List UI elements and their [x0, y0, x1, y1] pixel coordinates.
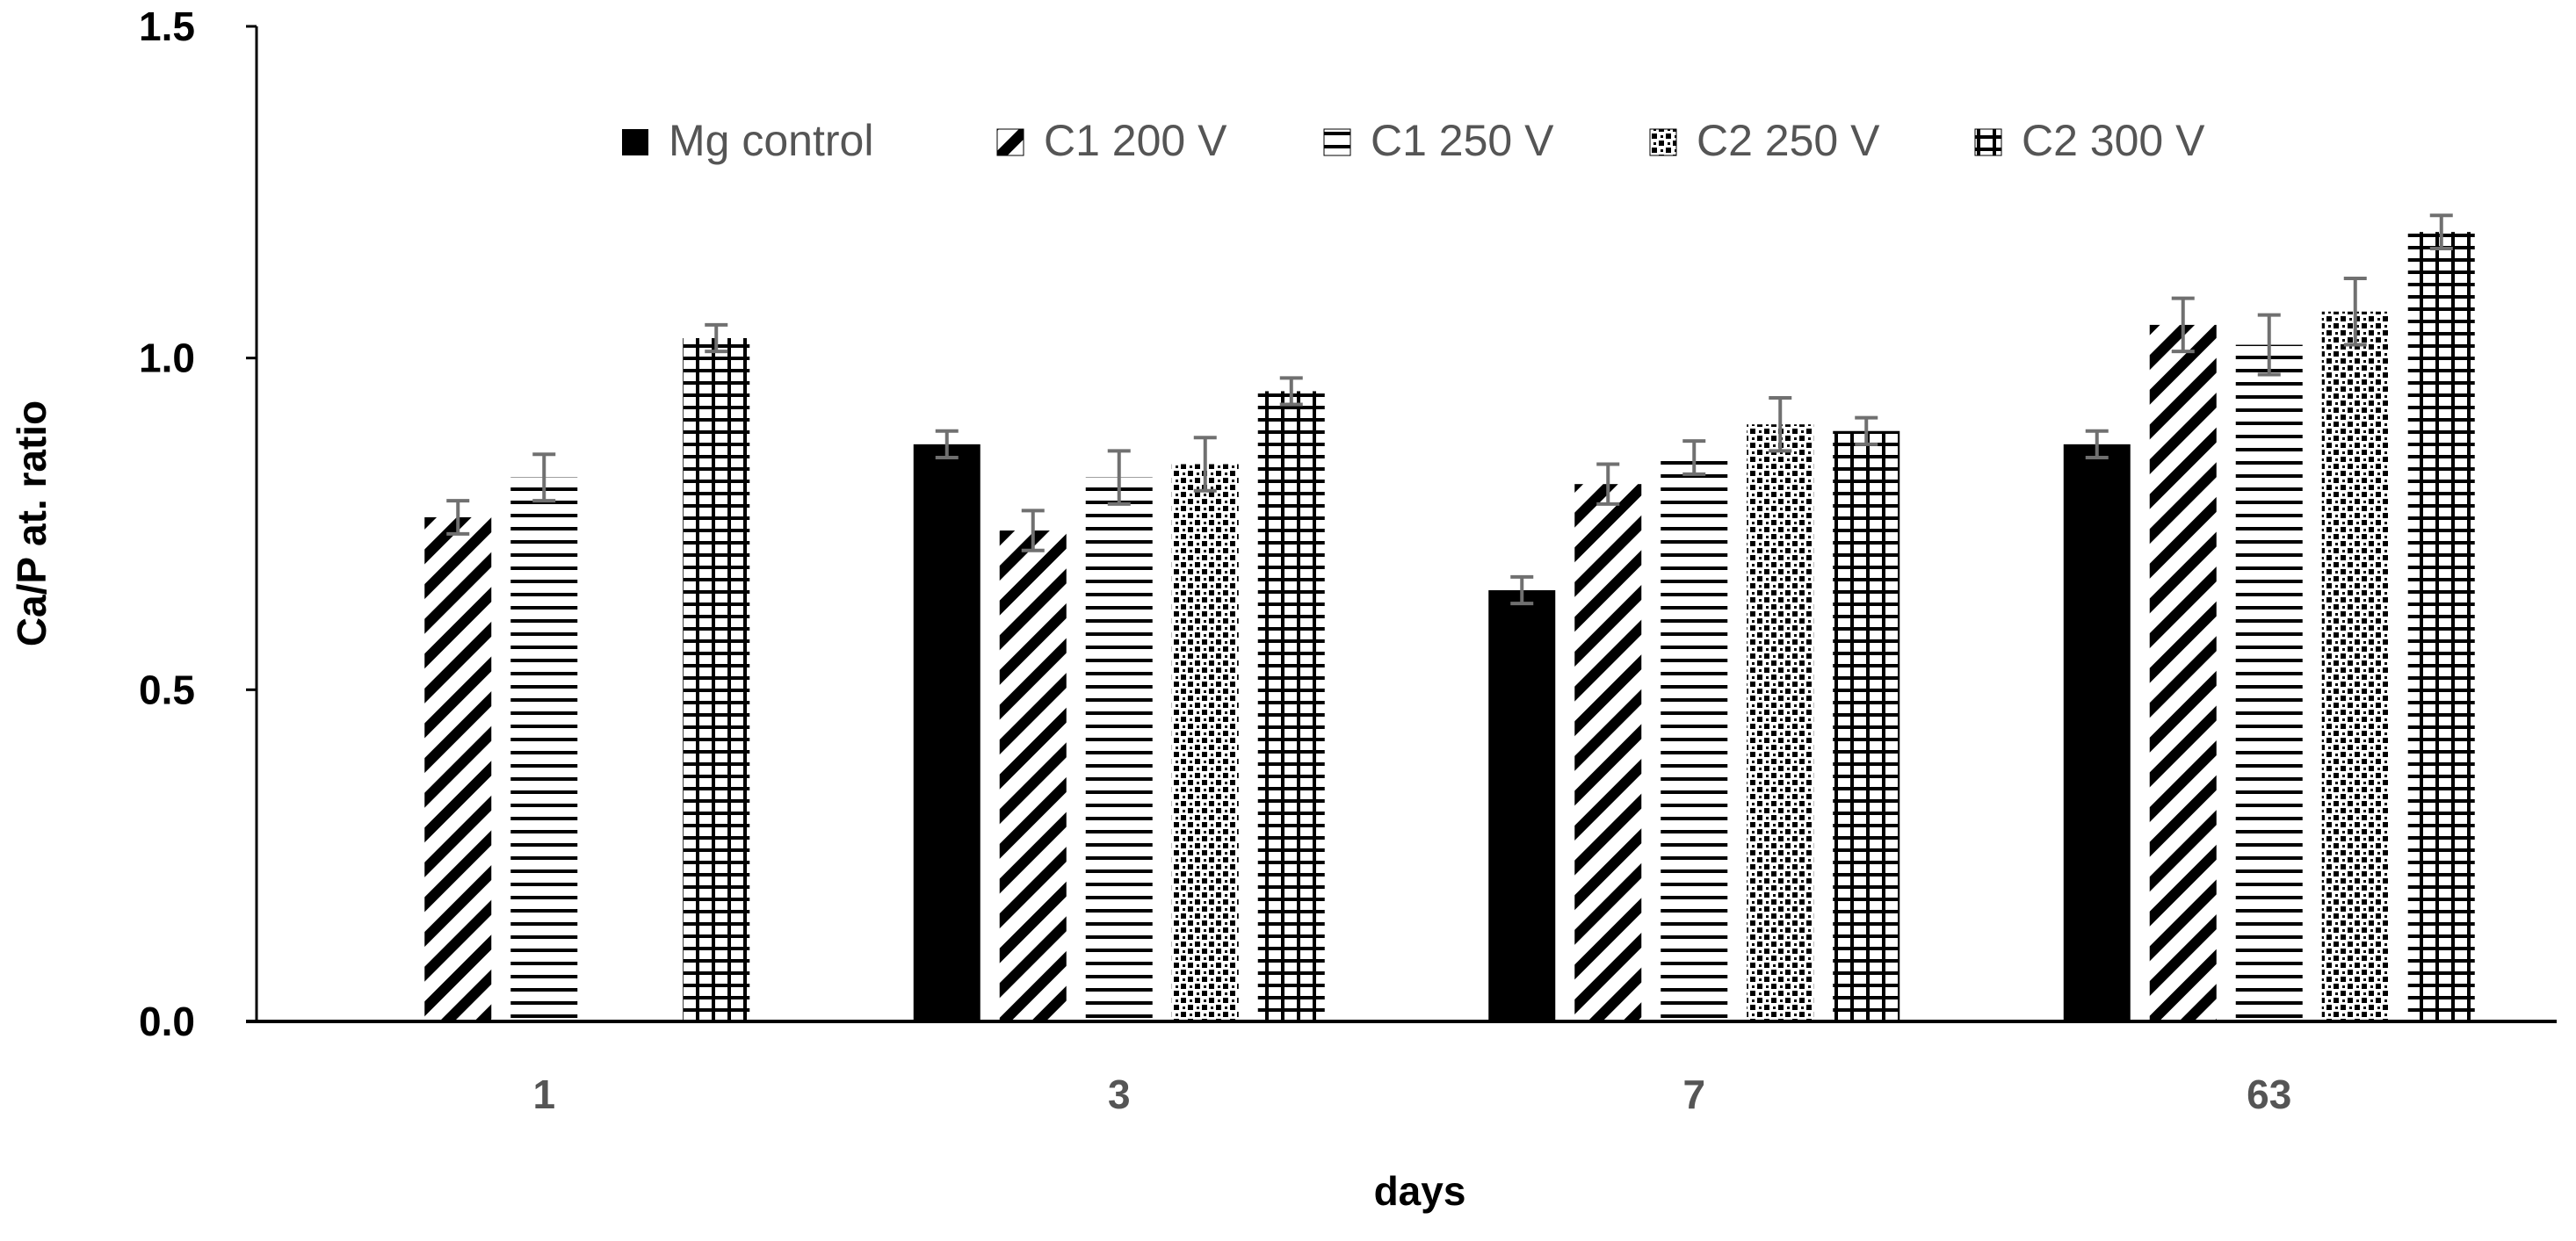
- y-tick-label: 0.0: [139, 999, 195, 1044]
- legend-item: Mg control: [622, 116, 873, 165]
- axes: 0.0 0.5 1.0 1.5 1 3 7 63: [139, 4, 2557, 1117]
- y-tick-label: 1.0: [139, 336, 195, 381]
- error-bar: [1682, 439, 1706, 476]
- error-bar: [705, 322, 728, 354]
- error-bar: [2429, 213, 2453, 251]
- x-tick-label: 3: [1108, 1071, 1131, 1117]
- bar: [2149, 324, 2217, 1021]
- x-axis-title: days: [1374, 1168, 1466, 1214]
- error-bar: [935, 429, 959, 459]
- error-bar: [2257, 313, 2281, 377]
- error-bar: [1769, 395, 1792, 453]
- legend-item: C1 200 V: [996, 116, 1227, 165]
- error-bar: [446, 499, 470, 536]
- error-bar: [2085, 429, 2109, 459]
- x-ticks: 1 3 7 63: [532, 1071, 2291, 1117]
- y-tick-label: 0.5: [139, 667, 195, 712]
- y-ticks: 0.0 0.5 1.0 1.5: [139, 4, 257, 1044]
- legend-item: C2 300 V: [1974, 116, 2205, 165]
- error-bar: [1596, 462, 1620, 506]
- bar: [2235, 344, 2303, 1021]
- bar: [1085, 477, 1153, 1021]
- error-bars-layer: [446, 213, 2453, 606]
- bar: [1488, 590, 1556, 1021]
- legend-label: C2 300 V: [2022, 116, 2205, 165]
- bar: [683, 338, 750, 1021]
- legend: Mg control C1 200 V C1 250 V C2 250 V C2 300…: [622, 116, 2205, 165]
- legend-swatch: [996, 128, 1024, 156]
- error-bar: [2343, 277, 2367, 347]
- legend-label: C2 250 V: [1697, 116, 1880, 165]
- bar: [1171, 464, 1239, 1021]
- x-tick-label: 7: [1682, 1071, 1705, 1117]
- legend-label: Mg control: [669, 116, 873, 165]
- error-bar: [1279, 376, 1303, 407]
- legend-label: C1 250 V: [1371, 116, 1554, 165]
- legend-swatch: [1649, 128, 1677, 156]
- x-tick-label: 1: [532, 1071, 555, 1117]
- error-bar: [1021, 509, 1045, 552]
- legend-label: C1 200 V: [1044, 116, 1227, 165]
- legend-item: C1 250 V: [1323, 116, 1554, 165]
- y-tick-label: 1.5: [139, 4, 195, 49]
- bar: [1257, 391, 1325, 1021]
- bar: [999, 530, 1067, 1021]
- error-bar: [1855, 415, 1878, 446]
- bar: [2063, 444, 2131, 1021]
- bar: [1574, 484, 1642, 1021]
- error-bar: [1193, 436, 1217, 493]
- error-bar: [1107, 449, 1131, 506]
- bar: [1661, 457, 1728, 1021]
- bar: [2407, 232, 2475, 1021]
- y-axis-title: Ca/P at. ratio: [9, 400, 54, 646]
- bar: [424, 516, 492, 1021]
- x-tick-label: 63: [2247, 1071, 2291, 1117]
- legend-swatch: [1974, 128, 2002, 156]
- legend-swatch: [1323, 128, 1351, 156]
- bar: [1747, 424, 1814, 1021]
- bar: [2321, 311, 2389, 1021]
- bars-layer: [424, 232, 2475, 1022]
- legend-swatch: [622, 129, 648, 155]
- legend-item: C2 250 V: [1649, 116, 1880, 165]
- bar: [913, 444, 980, 1021]
- error-bar: [1510, 574, 1534, 606]
- error-bar: [2171, 296, 2195, 354]
- bar: [1833, 430, 1900, 1022]
- error-bar: [532, 452, 556, 503]
- bar: [510, 477, 578, 1021]
